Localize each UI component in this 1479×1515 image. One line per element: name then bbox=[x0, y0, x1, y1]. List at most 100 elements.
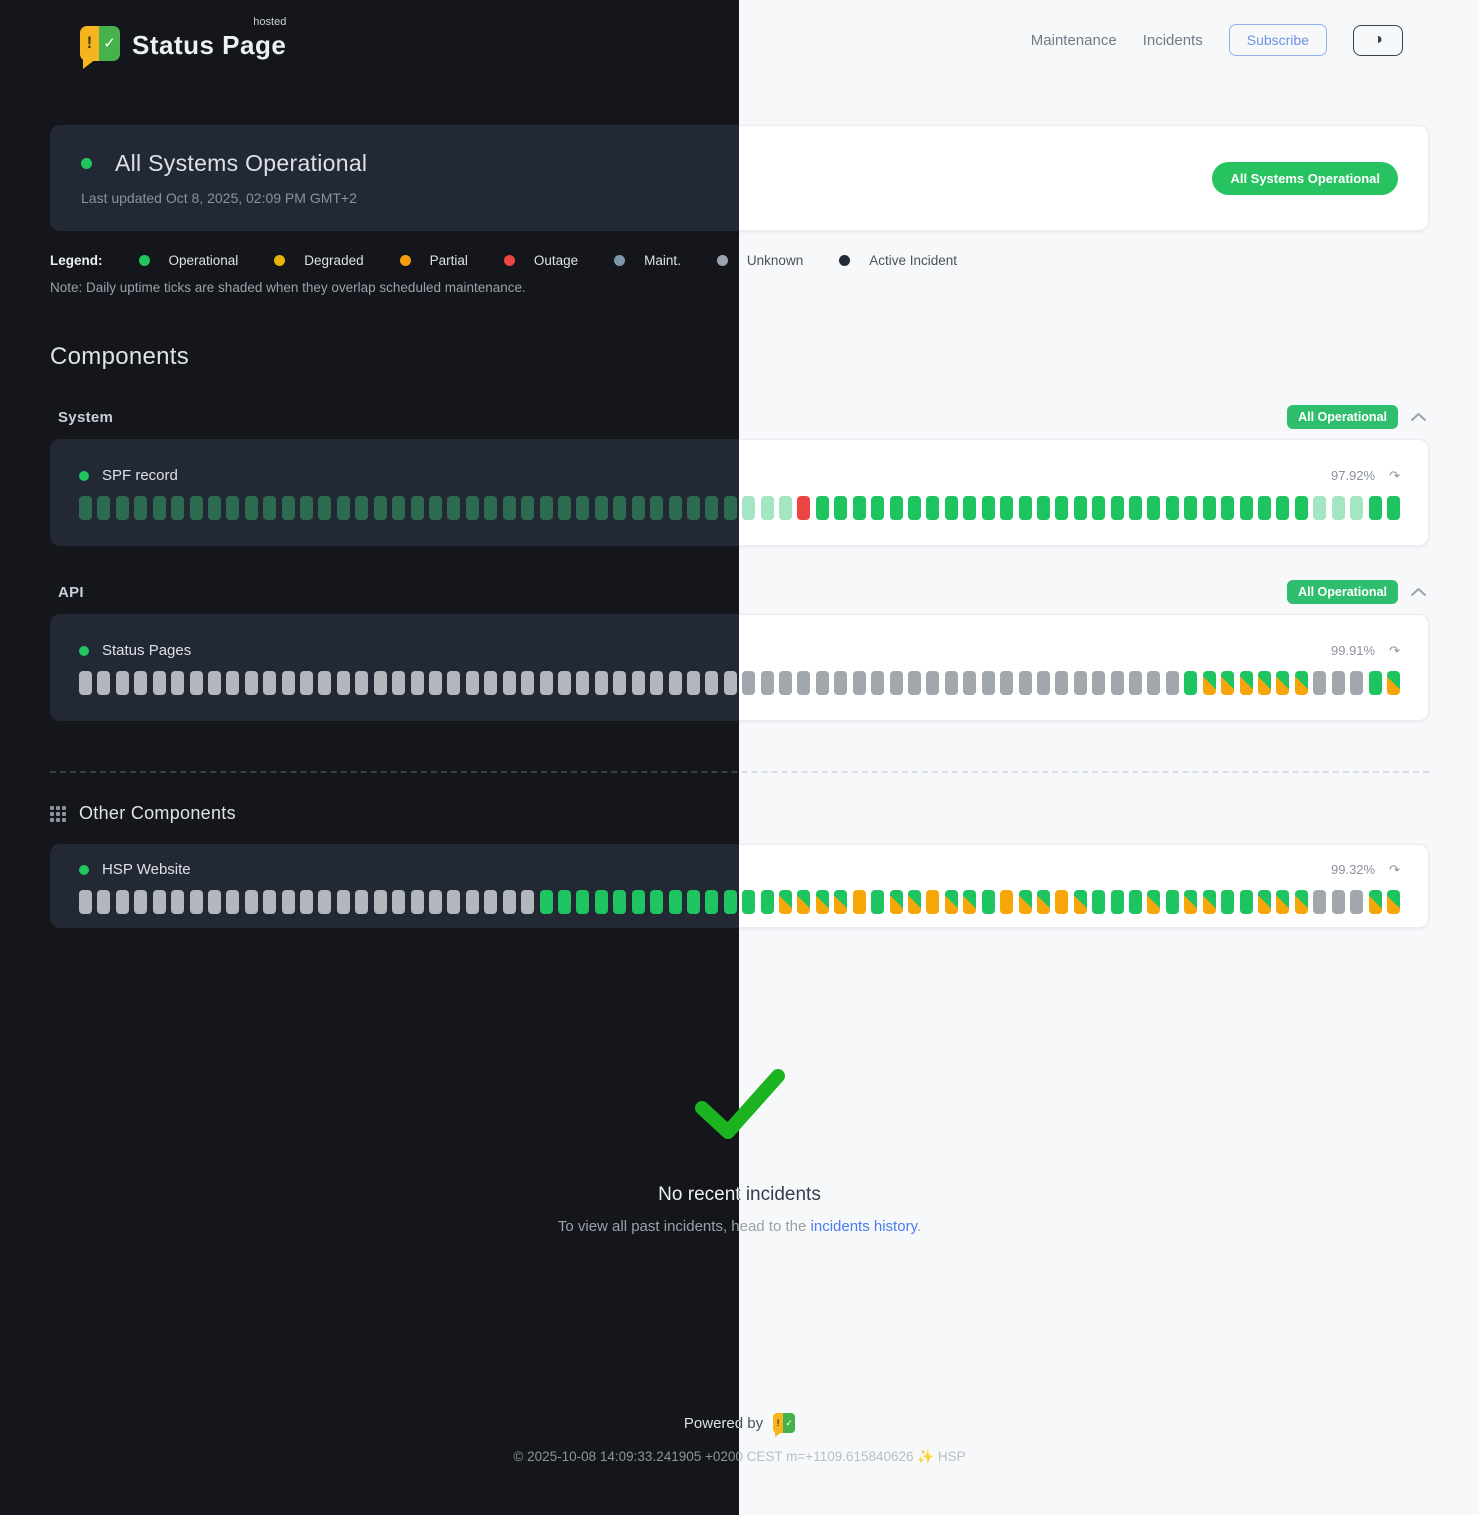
uptime-tick[interactable] bbox=[1239, 496, 1253, 520]
uptime-tick[interactable] bbox=[281, 671, 295, 695]
uptime-tick[interactable] bbox=[1294, 496, 1308, 520]
uptime-tick[interactable] bbox=[502, 496, 516, 520]
uptime-tick[interactable] bbox=[926, 496, 940, 520]
uptime-tick[interactable] bbox=[871, 496, 885, 520]
uptime-tick[interactable] bbox=[1294, 671, 1308, 695]
uptime-tick[interactable] bbox=[1184, 496, 1198, 520]
uptime-tick[interactable] bbox=[1239, 671, 1253, 695]
uptime-tick[interactable] bbox=[1331, 671, 1345, 695]
uptime-tick[interactable] bbox=[1258, 496, 1271, 520]
uptime-tick[interactable] bbox=[1147, 496, 1161, 520]
uptime-tick[interactable] bbox=[631, 671, 645, 695]
uptime-tick[interactable] bbox=[392, 890, 406, 914]
uptime-tick[interactable] bbox=[944, 496, 958, 520]
uptime-tick[interactable] bbox=[1165, 496, 1179, 520]
uptime-tick[interactable] bbox=[447, 671, 461, 695]
powered-by-logo-icon[interactable]: ! ✓ bbox=[773, 1413, 796, 1437]
uptime-tick[interactable] bbox=[1276, 671, 1290, 695]
uptime-tick[interactable] bbox=[1129, 496, 1143, 520]
uptime-tick[interactable] bbox=[1386, 671, 1400, 695]
uptime-tick[interactable] bbox=[1073, 671, 1087, 695]
uptime-tick[interactable] bbox=[1221, 496, 1235, 520]
uptime-tick[interactable] bbox=[171, 890, 185, 914]
uptime-tick[interactable] bbox=[373, 496, 387, 520]
uptime-tick[interactable] bbox=[631, 890, 645, 914]
uptime-tick[interactable] bbox=[300, 671, 314, 695]
uptime-tick[interactable] bbox=[1092, 496, 1106, 520]
uptime-tick[interactable] bbox=[1202, 671, 1216, 695]
uptime-tick[interactable] bbox=[502, 671, 516, 695]
uptime-tick[interactable] bbox=[705, 671, 719, 695]
chevron-up-icon[interactable] bbox=[1410, 411, 1427, 423]
uptime-tick[interactable] bbox=[613, 671, 627, 695]
uptime-tick[interactable] bbox=[1129, 671, 1143, 695]
uptime-tick[interactable] bbox=[1073, 496, 1087, 520]
uptime-tick[interactable] bbox=[355, 496, 369, 520]
uptime-tick[interactable] bbox=[336, 671, 350, 695]
uptime-tick[interactable] bbox=[300, 496, 314, 520]
uptime-tick[interactable] bbox=[392, 496, 406, 520]
uptime-tick[interactable] bbox=[834, 671, 848, 695]
uptime-tick[interactable] bbox=[944, 890, 958, 914]
uptime-tick[interactable] bbox=[650, 496, 664, 520]
uptime-tick[interactable] bbox=[244, 496, 258, 520]
uptime-tick[interactable] bbox=[797, 890, 811, 914]
uptime-tick[interactable] bbox=[1147, 671, 1161, 695]
uptime-tick[interactable] bbox=[760, 671, 774, 695]
uptime-tick[interactable] bbox=[465, 890, 479, 914]
uptime-tick[interactable] bbox=[134, 671, 148, 695]
uptime-tick[interactable] bbox=[484, 496, 498, 520]
uptime-tick[interactable] bbox=[1202, 890, 1216, 914]
uptime-tick[interactable] bbox=[613, 890, 627, 914]
uptime-tick[interactable] bbox=[521, 496, 535, 520]
uptime-tick[interactable] bbox=[1386, 890, 1400, 914]
uptime-tick[interactable] bbox=[1350, 496, 1364, 520]
uptime-tick[interactable] bbox=[1036, 496, 1050, 520]
uptime-tick[interactable] bbox=[1018, 496, 1032, 520]
uptime-tick[interactable] bbox=[742, 496, 756, 520]
uptime-tick[interactable] bbox=[815, 671, 829, 695]
uptime-tick[interactable] bbox=[613, 496, 627, 520]
uptime-tick[interactable] bbox=[373, 890, 387, 914]
uptime-tick[interactable] bbox=[1036, 671, 1050, 695]
uptime-tick[interactable] bbox=[484, 890, 498, 914]
uptime-tick[interactable] bbox=[1073, 890, 1087, 914]
uptime-tick[interactable] bbox=[1129, 890, 1143, 914]
uptime-tick[interactable] bbox=[594, 890, 608, 914]
uptime-tick[interactable] bbox=[779, 890, 793, 914]
uptime-tick[interactable] bbox=[355, 671, 369, 695]
uptime-tick[interactable] bbox=[963, 496, 977, 520]
uptime-tick[interactable] bbox=[1055, 890, 1069, 914]
uptime-tick[interactable] bbox=[1165, 890, 1179, 914]
uptime-tick[interactable] bbox=[539, 890, 553, 914]
uptime-tick[interactable] bbox=[1184, 890, 1198, 914]
uptime-tick[interactable] bbox=[300, 890, 314, 914]
uptime-tick[interactable] bbox=[1258, 671, 1271, 695]
uptime-tick[interactable] bbox=[152, 496, 166, 520]
nav-incidents[interactable]: Incidents bbox=[1142, 31, 1203, 49]
uptime-tick[interactable] bbox=[981, 496, 995, 520]
uptime-tick[interactable] bbox=[779, 496, 793, 520]
uptime-tick[interactable] bbox=[152, 671, 166, 695]
uptime-tick[interactable] bbox=[263, 890, 277, 914]
uptime-tick[interactable] bbox=[410, 890, 424, 914]
uptime-tick[interactable] bbox=[207, 496, 221, 520]
uptime-tick[interactable] bbox=[447, 496, 461, 520]
refresh-icon[interactable]: ↷ bbox=[1389, 861, 1400, 877]
uptime-tick[interactable] bbox=[963, 671, 977, 695]
uptime-tick[interactable] bbox=[871, 671, 885, 695]
uptime-tick[interactable] bbox=[1331, 496, 1345, 520]
uptime-tick[interactable] bbox=[318, 671, 332, 695]
uptime-tick[interactable] bbox=[1147, 890, 1161, 914]
uptime-tick[interactable] bbox=[244, 671, 258, 695]
uptime-tick[interactable] bbox=[1184, 671, 1198, 695]
uptime-tick[interactable] bbox=[244, 890, 258, 914]
nav-maintenance[interactable]: Maintenance bbox=[1030, 31, 1117, 49]
uptime-tick[interactable] bbox=[429, 496, 443, 520]
uptime-tick[interactable] bbox=[1165, 671, 1179, 695]
uptime-tick[interactable] bbox=[889, 890, 903, 914]
uptime-tick[interactable] bbox=[410, 671, 424, 695]
uptime-tick[interactable] bbox=[760, 890, 774, 914]
uptime-tick[interactable] bbox=[1092, 890, 1106, 914]
uptime-tick[interactable] bbox=[797, 496, 811, 520]
